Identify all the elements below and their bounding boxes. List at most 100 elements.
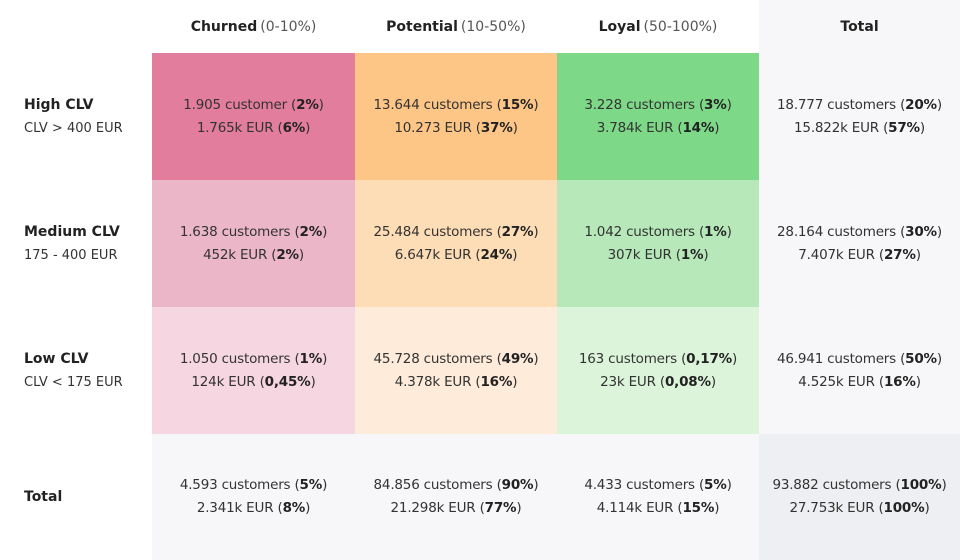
customer-count: 93.882 customers [772,477,892,493]
row-header-total: Total [0,434,152,560]
customer-count: 3.228 customers [584,96,695,113]
revenue-value: 3.784k EUR [596,119,674,136]
revenue-share: 8% [282,500,306,516]
column-header-name: Potential [386,18,458,35]
column-header-name: Churned [190,18,258,35]
cell-grand-total: 93.882 customers (100%) 27.753k EUR (100… [759,434,960,560]
revenue-share: 24% [480,246,513,263]
customer-count: 18.777 customers [777,96,896,113]
revenue-share: 2% [276,246,299,263]
customer-count: 1.905 customer [183,96,287,113]
cell-high-loyal: 3.228 customers (3%) 3.784k EUR (14%) [557,53,759,180]
row-header-low-clv: Low CLV CLV < 175 EUR [0,307,152,434]
revenue-share: 100% [883,500,925,516]
customer-share: 0,17% [686,350,732,367]
column-header-churned: Churned (0-10%) [152,0,355,53]
cell-total-potential: 84.856 customers (90%) 21.298k EUR (77%) [355,434,557,560]
customer-count: 4.593 customers [179,477,291,493]
customer-share: 49% [501,350,534,367]
cell-high-churned: 1.905 customer (2%) 1.765k EUR (6%) [152,53,355,180]
customer-share: 5% [299,477,323,493]
revenue-share: 14% [682,119,715,136]
customer-share: 2% [299,223,323,240]
customer-share: 3% [704,96,727,113]
customer-share: 20% [905,96,937,113]
cell-high-total: 18.777 customers (20%) 15.822k EUR (57%) [759,53,960,180]
revenue-value: 1.765k EUR [196,119,274,136]
customer-share: 30% [905,223,937,240]
revenue-value: 307k EUR [607,246,672,263]
customer-count: 4.433 customers [584,477,695,493]
revenue-value: 452k EUR [203,246,268,263]
row-subtitle: CLV < 175 EUR [24,374,123,390]
column-header-range: (0-10%) [260,18,317,35]
customer-share: 1% [704,223,727,240]
revenue-share: 27% [883,246,916,263]
customer-count: 46.941 customers [777,350,896,367]
revenue-value: 2.341k EUR [196,500,274,516]
column-header-range: (50-100%) [643,18,718,35]
revenue-share: 37% [480,119,513,136]
revenue-share: 0,45% [264,373,311,390]
cell-high-potential: 13.644 customers (15%) 10.273 EUR (37%) [355,53,557,180]
revenue-share: 16% [883,373,916,390]
revenue-value: 7.407k EUR [798,246,875,263]
row-title: High CLV [24,96,94,113]
customer-share: 90% [501,477,534,493]
revenue-value: 124k EUR [191,373,256,390]
cell-low-potential: 45.728 customers (49%) 4.378k EUR (16%) [355,307,557,434]
cell-total-churned: 4.593 customers (5%) 2.341k EUR (8%) [152,434,355,560]
column-header-name: Total [840,18,879,35]
row-header-high-clv: High CLV CLV > 400 EUR [0,53,152,180]
column-header-loyal: Loyal (50-100%) [557,0,759,53]
revenue-value: 21.298k EUR [390,500,476,516]
revenue-value: 10.273 EUR [394,119,472,136]
row-title: Total [24,488,63,505]
row-header-medium-clv: Medium CLV 175 - 400 EUR [0,180,152,307]
row-subtitle: 175 - 400 EUR [24,247,118,263]
customer-share: 2% [296,96,319,113]
customer-count: 1.050 customers [179,350,291,367]
customer-count: 163 customers [578,350,677,367]
revenue-value: 6.647k EUR [394,246,472,263]
customer-share: 5% [704,477,727,493]
customer-count: 13.644 customers [373,96,493,113]
revenue-value: 23k EUR [600,373,656,390]
revenue-value: 15.822k EUR [794,119,879,136]
revenue-value: 4.525k EUR [798,373,875,390]
customer-share: 50% [905,350,937,367]
revenue-share: 15% [682,500,715,516]
revenue-share: 16% [480,373,513,390]
customer-count: 28.164 customers [777,223,896,240]
column-header-range: (10-50%) [460,18,526,35]
column-header-potential: Potential (10-50%) [355,0,557,53]
corner-cell [0,0,152,53]
customer-count: 1.042 customers [584,223,695,240]
customer-share: 27% [501,223,534,240]
revenue-share: 6% [282,119,306,136]
row-title: Low CLV [24,350,89,367]
revenue-value: 4.114k EUR [596,500,674,516]
revenue-share: 57% [888,119,920,136]
cell-low-loyal: 163 customers (0,17%) 23k EUR (0,08%) [557,307,759,434]
cell-medium-loyal: 1.042 customers (1%) 307k EUR (1%) [557,180,759,307]
column-header-total: Total [759,0,960,53]
customer-share: 15% [501,96,534,113]
revenue-share: 0,08% [664,373,711,390]
customer-count: 45.728 customers [373,350,493,367]
customer-count: 84.856 customers [373,477,493,493]
customer-count: 25.484 customers [373,223,493,240]
cell-low-churned: 1.050 customers (1%) 124k EUR (0,45%) [152,307,355,434]
cell-total-loyal: 4.433 customers (5%) 4.114k EUR (15%) [557,434,759,560]
customer-share: 100% [900,477,942,493]
cell-low-total: 46.941 customers (50%) 4.525k EUR (16%) [759,307,960,434]
cell-medium-potential: 25.484 customers (27%) 6.647k EUR (24%) [355,180,557,307]
revenue-value: 4.378k EUR [394,373,472,390]
customer-count: 1.638 customers [179,223,291,240]
customer-share: 1% [299,350,323,367]
cell-medium-total: 28.164 customers (30%) 7.407k EUR (27%) [759,180,960,307]
row-title: Medium CLV [24,223,120,240]
row-subtitle: CLV > 400 EUR [24,120,123,136]
revenue-value: 27.753k EUR [789,500,875,516]
